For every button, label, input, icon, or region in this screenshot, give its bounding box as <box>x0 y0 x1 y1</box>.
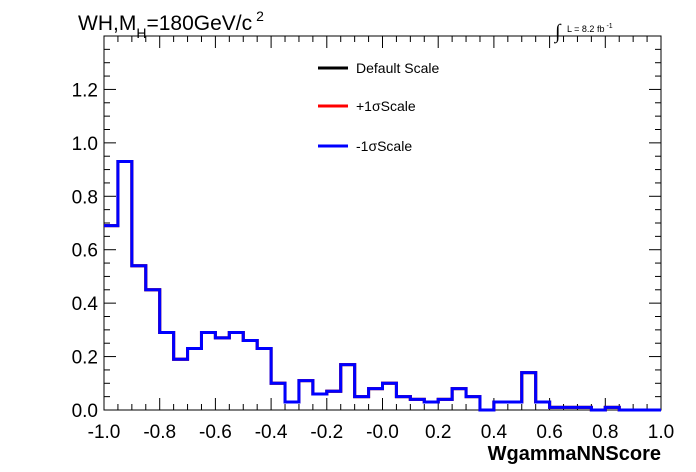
title-subscript: H <box>136 25 146 41</box>
x-tick-label: 0.6 <box>536 422 562 443</box>
x-tick-label: -1.0 <box>88 422 121 443</box>
legend-label-plus-sigma: +1σScale <box>356 98 416 114</box>
title-superscript: 2 <box>256 8 264 24</box>
x-tick-label: -0.8 <box>143 422 176 443</box>
series-lines <box>104 160 661 412</box>
lumi-superscript: -1 <box>606 23 612 30</box>
y-tick-label: 1.2 <box>72 80 98 101</box>
lumi-text: L = 8.2 fb <box>567 24 604 34</box>
y-tick-label: 0.8 <box>72 187 98 208</box>
y-tick-label: 0.6 <box>72 241 98 262</box>
series-line-2 <box>104 160 661 412</box>
x-tick-label: 0.4 <box>481 422 508 443</box>
x-tick-label: -0.2 <box>310 422 343 443</box>
y-tick-label: 0.2 <box>72 348 98 369</box>
x-tick-label: -0.4 <box>255 422 288 443</box>
axis-ticks <box>103 35 662 411</box>
y-tick-label: 0.0 <box>72 401 98 422</box>
x-tick-labels: -1.0 -0.8 -0.6 -0.4 -0.2 -0.0 0.2 0.4 0.6 0.8 1.0 <box>88 422 675 443</box>
x-tick-label: 0.2 <box>425 422 451 443</box>
series-line-0 <box>104 160 661 412</box>
x-tick-label: 1.0 <box>648 422 674 443</box>
title-rest: =180GeV/c <box>146 12 252 35</box>
legend-label-default: Default Scale <box>356 60 439 76</box>
x-tick-label: -0.0 <box>366 422 399 443</box>
x-tick-label: -0.6 <box>199 422 232 443</box>
y-tick-labels: 0.0 0.2 0.4 0.6 0.8 1.0 1.2 <box>72 80 99 422</box>
plot-title: WH,MH=180GeV/c 2 <box>78 8 264 41</box>
x-axis-title: WgammaNNScore <box>488 443 661 465</box>
title-main: WH,M <box>78 12 136 35</box>
legend-label-minus-sigma: -1σScale <box>356 138 412 154</box>
lumi-integral-sign: ∫ <box>553 21 562 44</box>
x-tick-label: 0.8 <box>592 422 618 443</box>
y-tick-label: 1.0 <box>72 134 98 155</box>
y-tick-label: 0.4 <box>72 294 99 315</box>
series-line-1 <box>104 160 661 412</box>
lumi-label: L = 8.2 fb -1 <box>567 23 613 34</box>
legend: Default Scale +1σScale -1σScale <box>318 60 439 154</box>
